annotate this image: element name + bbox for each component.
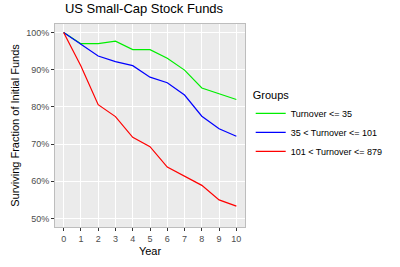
svg-text:1: 1 (78, 234, 83, 244)
svg-text:101 < Turnover <= 879: 101 < Turnover <= 879 (291, 147, 382, 157)
svg-text:10: 10 (231, 234, 241, 244)
svg-text:0: 0 (61, 234, 66, 244)
svg-text:Turnover <= 35: Turnover <= 35 (291, 109, 352, 119)
svg-text:US Small-Cap Stock Funds: US Small-Cap Stock Funds (65, 1, 224, 16)
svg-text:6: 6 (165, 234, 170, 244)
svg-text:60%: 60% (31, 176, 49, 186)
svg-text:7: 7 (182, 234, 187, 244)
svg-text:3: 3 (113, 234, 118, 244)
svg-text:Year: Year (139, 245, 162, 257)
svg-text:2: 2 (96, 234, 101, 244)
svg-text:Groups: Groups (253, 89, 290, 101)
svg-text:35 < Turnover <= 101: 35 < Turnover <= 101 (291, 128, 377, 138)
svg-text:5: 5 (147, 234, 152, 244)
svg-text:90%: 90% (31, 65, 49, 75)
svg-text:8: 8 (199, 234, 204, 244)
svg-text:4: 4 (130, 234, 135, 244)
svg-text:70%: 70% (31, 139, 49, 149)
svg-text:9: 9 (217, 234, 222, 244)
svg-text:80%: 80% (31, 102, 49, 112)
svg-text:100%: 100% (26, 28, 49, 38)
svg-text:50%: 50% (31, 214, 49, 224)
svg-text:Surviving Fraction of Initial: Surviving Fraction of Initial Funds (9, 44, 21, 207)
